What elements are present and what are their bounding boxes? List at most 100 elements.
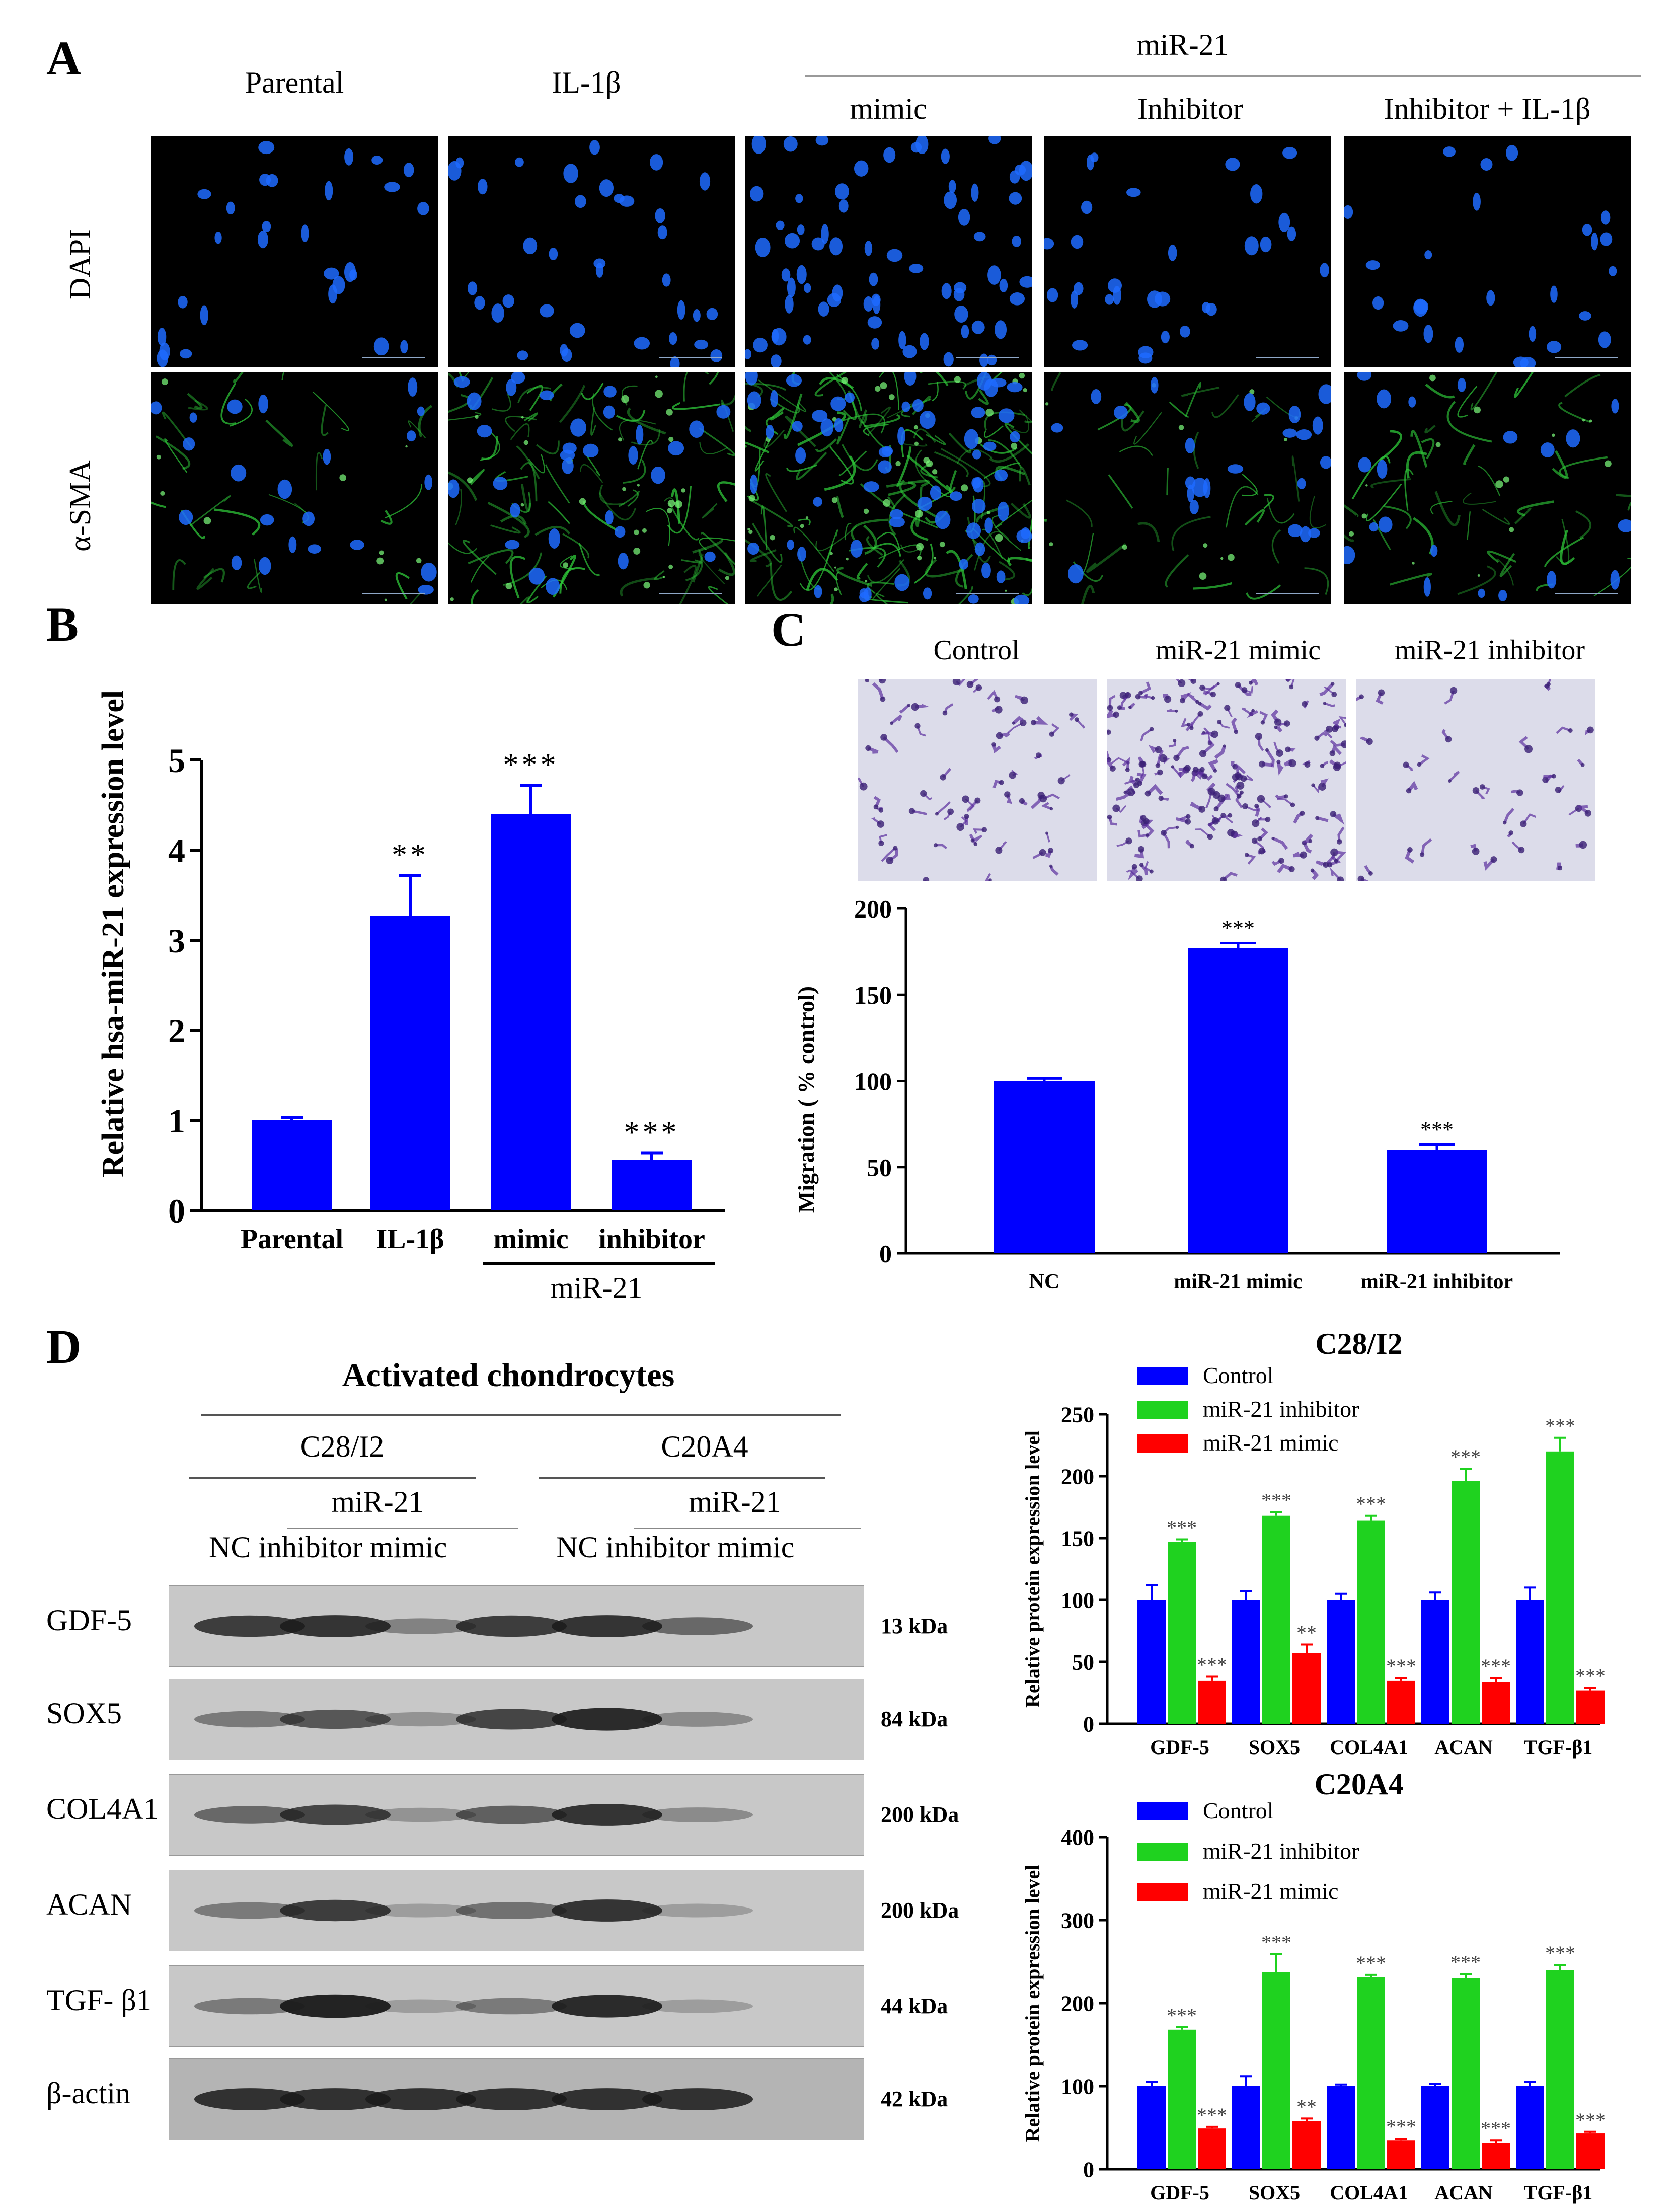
transwell-image-1: [858, 679, 1097, 881]
lane-labels-c20a4: NC inhibitor mimic: [556, 1531, 795, 1564]
blot-protein-label: ACAN: [46, 1888, 132, 1921]
bar: [491, 814, 571, 1210]
significance-label: ***: [1197, 2104, 1227, 2126]
blot-size-label: 13 kDa: [881, 1614, 948, 1638]
significance-label: ***: [1167, 1516, 1197, 1539]
y-tick-label: 0: [1083, 1712, 1094, 1736]
y-tick-label: 400: [1061, 1825, 1094, 1850]
legend-swatch: [1137, 1434, 1188, 1453]
x-tick-label: GDF-5: [1150, 1736, 1209, 1759]
bar: [1262, 1972, 1290, 2169]
significance-label: **: [1296, 2095, 1317, 2118]
bar: [612, 1160, 692, 1210]
y-tick-label: 0: [879, 1240, 892, 1268]
x-tick-label: COL4A1: [1330, 2181, 1408, 2204]
blot-protein-label: SOX5: [46, 1697, 122, 1730]
legend-label: miR-21 inhibitor: [1203, 1396, 1359, 1422]
y-tick-label: 4: [168, 831, 185, 870]
legend-label: Control: [1203, 1798, 1274, 1823]
blot-protein-label: β-actin: [46, 2077, 131, 2110]
transwell-label-inhibitor: miR-21 inhibitor: [1395, 635, 1585, 666]
x-tick-label: Parental: [241, 1224, 343, 1255]
bar: [1232, 1600, 1260, 1724]
legend-swatch: [1137, 1367, 1188, 1385]
bar: [1387, 1680, 1415, 1724]
x-tick-label: SOX5: [1249, 1736, 1300, 1759]
bar: [1262, 1515, 1290, 1724]
bar: [1292, 2121, 1321, 2169]
micrograph-dapi-3: [745, 136, 1032, 367]
y-tick-label: 300: [1061, 1908, 1094, 1933]
legend-label: miR-21 mimic: [1203, 1878, 1339, 1904]
cell-line-c28i2: C28/I2: [300, 1430, 385, 1463]
blot-size-label: 200 kDa: [881, 1802, 959, 1827]
bar: [1546, 1451, 1574, 1724]
x-tick-label: TGF-β1: [1524, 2181, 1593, 2204]
significance-label: ***: [1420, 1117, 1454, 1142]
significance-label: ***: [1575, 1665, 1606, 1688]
lane-labels-c28i2: NC inhibitor mimic: [209, 1531, 447, 1564]
subgroup-mir21-2: miR-21: [689, 1485, 781, 1518]
bar: [1232, 2086, 1260, 2169]
transwell-label-control: Control: [933, 635, 1020, 666]
significance-label: ***: [1481, 2117, 1511, 2140]
bar: [1452, 1481, 1480, 1724]
chart-c-ylabel: Migration ( % control): [793, 986, 819, 1213]
subgroup-line-2: [634, 1528, 861, 1529]
micrograph-asma-3: [745, 372, 1032, 604]
significance-label: ***: [1197, 1654, 1227, 1676]
group-header-line: [805, 75, 1641, 77]
y-tick-label: 100: [1061, 1588, 1094, 1613]
micrograph-asma-4: [1044, 372, 1331, 604]
y-tick-label: 200: [854, 895, 892, 923]
significance-label: ***: [1386, 2115, 1416, 2138]
x-tick-label: mimic: [493, 1224, 568, 1255]
blot-protein-label: GDF-5: [46, 1604, 132, 1637]
blot-strip: [169, 1965, 864, 2047]
row-label-asma: α-SMA: [63, 460, 97, 552]
chart-title: C20A4: [1315, 1768, 1404, 1801]
x-tick-label: miR-21 mimic: [1174, 1270, 1302, 1293]
bar: [1516, 2086, 1544, 2169]
significance-label: ***: [503, 748, 559, 782]
legend-swatch: [1137, 1802, 1188, 1820]
bar: [1482, 2143, 1510, 2169]
x-tick-label: NC: [1029, 1270, 1060, 1293]
significance-label: ***: [1545, 1415, 1575, 1437]
transwell-label-mimic: miR-21 mimic: [1155, 635, 1321, 666]
c28i2-line: [189, 1477, 476, 1479]
bar: [1576, 1690, 1605, 1724]
x-tick-label: ACAN: [1434, 1736, 1493, 1759]
x-tick-label: COL4A1: [1330, 1736, 1408, 1759]
bar: [1327, 1600, 1355, 1724]
significance-label: **: [392, 838, 429, 872]
legend-label: miR-21 mimic: [1203, 1430, 1339, 1456]
y-tick-label: 0: [168, 1192, 185, 1230]
bar: [1421, 1600, 1449, 1724]
bar: [1137, 1600, 1166, 1724]
row-label-dapi: DAPI: [63, 229, 97, 300]
bar: [1482, 1682, 1510, 1724]
x-tick-label: ACAN: [1434, 2181, 1493, 2204]
significance-label: ***: [1450, 1951, 1481, 1973]
bar: [1576, 2133, 1605, 2169]
significance-label: **: [1296, 1622, 1317, 1644]
blot-size-label: 42 kDa: [881, 2087, 948, 2111]
c20a4-line: [539, 1477, 825, 1479]
significance-label: ***: [624, 1115, 680, 1150]
bar: [252, 1120, 332, 1210]
bar: [1452, 1978, 1480, 2169]
legend-label: Control: [1203, 1362, 1274, 1388]
bar: [1357, 1520, 1385, 1724]
micrograph-dapi-1: [151, 136, 438, 367]
bar: [994, 1081, 1095, 1253]
chart-b-group-label: miR-21: [550, 1271, 643, 1305]
blot-protein-label: COL4A1: [46, 1792, 159, 1825]
micrograph-asma-5: [1344, 372, 1631, 604]
bar: [1546, 1970, 1574, 2169]
x-tick-label: miR-21 inhibitor: [1361, 1270, 1513, 1293]
bar: [1198, 1680, 1226, 1724]
bar: [1387, 1150, 1487, 1253]
significance-label: ***: [1261, 1931, 1291, 1954]
bar: [1188, 948, 1288, 1253]
